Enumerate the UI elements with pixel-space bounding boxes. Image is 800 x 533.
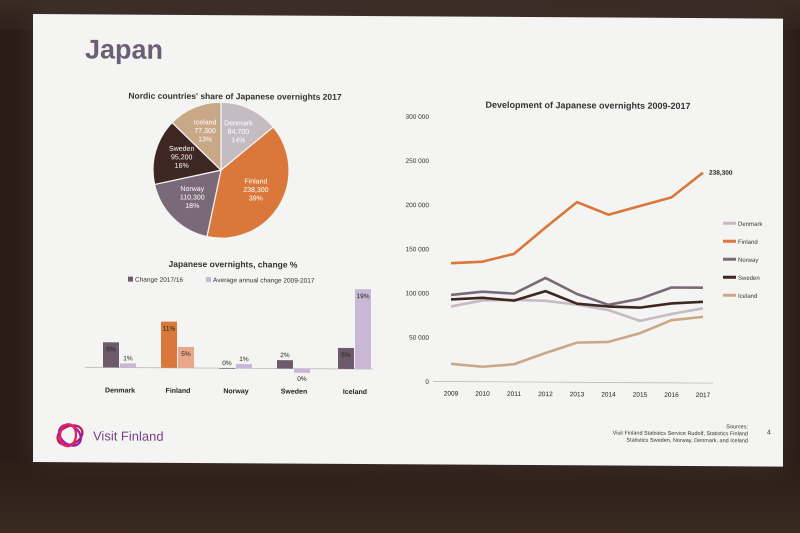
y-tick-label: 250 000 <box>406 158 430 165</box>
page-number: 4 <box>767 429 771 436</box>
bar-label-iceland-change-2017-16: 5% <box>341 352 351 359</box>
bar-category-finland: Finland <box>166 388 191 395</box>
bar-label-norway-average-annual-change-2009-2017: 1% <box>239 356 249 363</box>
slide-title: Japan <box>85 34 163 64</box>
y-tick-label: 0 <box>425 379 429 386</box>
bar-label-denmark-change-2017-16: 6% <box>106 346 116 353</box>
y-tick-label: 300 000 <box>406 114 430 121</box>
x-tick-label-2011: 2011 <box>507 391 521 398</box>
x-tick-label-2013: 2013 <box>570 391 585 398</box>
visit-finland-logo: Visit Finland <box>56 423 164 448</box>
x-tick-label-2017: 2017 <box>696 392 711 399</box>
y-tick-label: 50 000 <box>409 335 429 342</box>
room-background-bottom <box>0 460 800 533</box>
sources-line-2: Statistics Sweden, Norway, Denmark, and … <box>626 438 748 445</box>
pie-label-sweden: Sweden 95,200 16% <box>169 146 194 170</box>
x-tick-label-2014: 2014 <box>601 391 616 398</box>
sources-line-1: Visit Finland Statistics Service Rudolf,… <box>613 431 748 438</box>
x-tick-label-2009: 2009 <box>444 391 459 398</box>
line-legend-label-denmark: Denmark <box>738 222 763 228</box>
line-annotation-finland-2017: 238,300 <box>709 170 733 177</box>
bar-label-iceland-average-annual-change-2009-2017: 19% <box>356 293 369 300</box>
bar-chart-legend: Change 2017/16 Average annual change 200… <box>128 276 315 285</box>
legend-swatch-average-change <box>206 277 211 283</box>
bar-category-iceland: Iceland <box>343 389 367 396</box>
bar-finland-average-annual-change-2009-2017 <box>178 346 194 368</box>
bar-norway-average-annual-change-2009-2017 <box>236 364 252 369</box>
x-tick-label-2010: 2010 <box>475 391 490 398</box>
bar-iceland-change-2017-16 <box>338 347 354 369</box>
pie-chart: Denmark 84,700 14% Finland 238,300 39% Norway 1… <box>152 101 290 239</box>
line-series-norway <box>450 276 703 307</box>
sources-heading: Sources: <box>726 424 748 430</box>
bar-label-norway-change-2017-16: 0% <box>222 360 232 367</box>
pie-label-norway: Norway 110,300 18% <box>180 186 205 210</box>
pie-slice-iceland <box>171 101 222 172</box>
legend-label-change-2017-16: Change 2017/16 <box>135 277 183 284</box>
bar-category-denmark: Denmark <box>105 387 135 394</box>
line-legend-label-sweden: Sweden <box>738 276 760 282</box>
pie-slice-denmark <box>220 101 275 172</box>
line-legend-label-finland: Finland <box>738 240 758 246</box>
legend-swatch-change-2017-16 <box>128 276 133 282</box>
line-chart: 300 000 250 000 200 000 150 000 100 000 50 00… <box>406 114 764 399</box>
x-tick-label-2012: 2012 <box>538 391 553 398</box>
line-chart-title: Development of Japanese overnights 2009-… <box>485 100 690 111</box>
bar-chart-title: Japanese overnights, change % <box>169 259 298 270</box>
logo-text: Visit Finland <box>93 428 164 443</box>
pie-label-denmark: Denmark 84,700 14% <box>224 120 253 144</box>
y-tick-label: 100 000 <box>406 290 430 297</box>
visit-finland-swirl-icon <box>56 423 84 448</box>
bar-finland-change-2017-16 <box>161 321 177 368</box>
bar-iceland-average-annual-change-2009-2017 <box>355 289 371 370</box>
bar-category-norway: Norway <box>223 388 248 395</box>
pie-slice-sweden <box>152 121 223 186</box>
line-legend-label-norway: Norway <box>738 258 758 264</box>
bar-label-denmark-average-annual-change-2009-2017: 1% <box>123 355 133 362</box>
bar-denmark-average-annual-change-2009-2017 <box>120 363 136 368</box>
line-series-sweden <box>450 289 704 309</box>
projected-slide: Japan Nordic countries' share of Japanes… <box>33 14 783 467</box>
bar-sweden-change-2017-16 <box>277 360 293 369</box>
bar-category-sweden: Sweden <box>281 389 307 396</box>
bar-label-sweden-change-2017-16: 2% <box>280 352 290 359</box>
legend-label-average-change: Average annual change 2009-2017 <box>213 277 315 285</box>
y-tick-label: 150 000 <box>406 246 430 253</box>
pie-slice-finland <box>206 126 290 239</box>
slide-canvas: Japan Nordic countries' share of Japanes… <box>56 34 771 448</box>
bar-label-finland-average-annual-change-2009-2017: 5% <box>181 351 191 358</box>
y-tick-label: 200 000 <box>406 202 430 209</box>
x-tick-label-2016: 2016 <box>664 392 679 399</box>
bar-label-finland-change-2017-16: 11% <box>163 326 176 333</box>
line-legend-label-iceland: Iceland <box>738 294 757 300</box>
bar-label-sweden-average-annual-change-2009-2017: 0% <box>297 376 307 383</box>
pie-chart-title: Nordic countries' share of Japanese over… <box>128 91 341 102</box>
line-chart-x-axis <box>433 381 713 384</box>
line-series-finland <box>450 171 704 265</box>
bar-sweden-average-annual-change-2009-2017 <box>294 368 310 373</box>
bar-denmark-change-2017-16 <box>103 342 119 368</box>
x-tick-label-2015: 2015 <box>633 392 648 399</box>
pie-label-iceland: Iceland 77,300 13% <box>194 119 217 143</box>
pie-slice-norway <box>153 169 222 238</box>
pie-label-finland: Finland 238,300 39% <box>243 178 268 202</box>
bar-norway-change-2017-16 <box>219 368 235 369</box>
bar-chart: 6% 1% Denmark 11% 5% Finland 0% 1% Norway 2% 0% Swe… <box>85 289 373 396</box>
line-series-iceland <box>450 315 704 369</box>
